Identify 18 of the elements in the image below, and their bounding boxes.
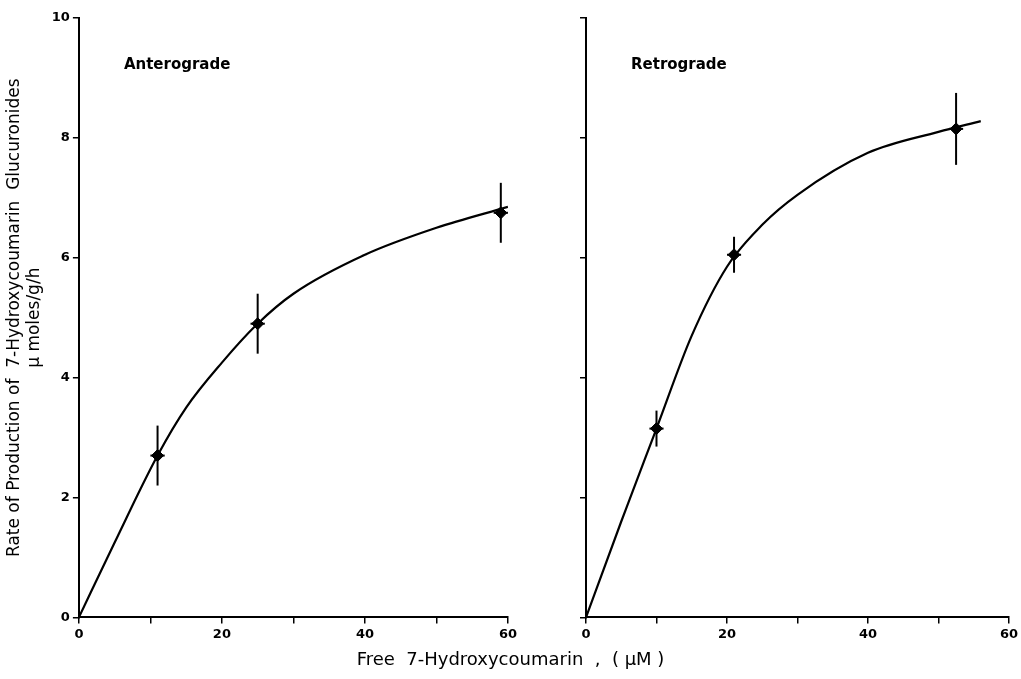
y-tick-label: 2 <box>60 488 70 504</box>
x-tick-label: 20 <box>212 625 231 641</box>
x-tick-label: 0 <box>581 625 591 641</box>
x-tick-label: 40 <box>858 625 878 641</box>
y-tick-label: 8 <box>60 129 70 145</box>
x-tick-label: 0 <box>74 625 84 641</box>
x-tick-label: 40 <box>355 625 374 641</box>
y-tick-label: 0 <box>60 608 70 624</box>
x-tick-label: 20 <box>717 625 737 641</box>
y-axis-title: Rate of Production of 7-Hydroxycoumarin Glucuronides µ moles/g/h <box>2 78 44 558</box>
y-tick-label: 4 <box>60 369 70 385</box>
x-tick-label: 60 <box>999 625 1018 641</box>
annotation: Anterograde <box>123 55 231 74</box>
x-axis-title: Free 7-Hydroxycoumarin , ( µM ) <box>355 648 666 669</box>
y-tick-label: 10 <box>51 9 70 25</box>
annotation: Retrograde <box>631 55 727 74</box>
x-tick-label: 60 <box>498 625 517 641</box>
y-tick-label: 6 <box>60 249 70 265</box>
